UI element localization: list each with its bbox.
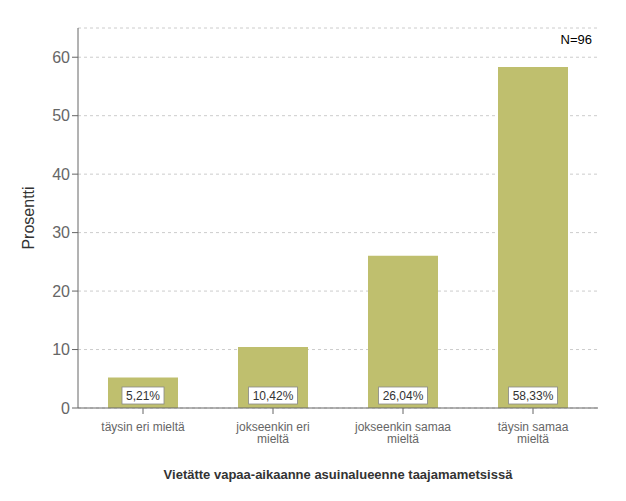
svg-text:täysin eri mieltä: täysin eri mieltä — [101, 420, 185, 434]
svg-text:20: 20 — [52, 283, 70, 300]
svg-text:26,04%: 26,04% — [383, 389, 424, 403]
svg-text:10: 10 — [52, 341, 70, 358]
html-text:N=96: N=96 — [560, 32, 592, 47]
svg-text:Prosentti: Prosentti — [20, 186, 37, 249]
svg-text:30: 30 — [52, 224, 70, 241]
svg-text:Vietätte vapaa-aikaanne asuina: Vietätte vapaa-aikaanne asuinalueenne ta… — [164, 467, 514, 482]
svg-text:50: 50 — [52, 107, 70, 124]
svg-text:jokseenkin erimieltä: jokseenkin erimieltä — [235, 420, 309, 446]
svg-text:täysin samaamieltä: täysin samaamieltä — [498, 420, 569, 446]
svg-text:58,33%: 58,33% — [513, 389, 554, 403]
svg-text:0: 0 — [61, 400, 70, 417]
svg-text:10,42%: 10,42% — [253, 389, 294, 403]
svg-text:40: 40 — [52, 166, 70, 183]
svg-text:jokseenkin samaamieltä: jokseenkin samaamieltä — [354, 420, 451, 446]
svg-text:60: 60 — [52, 49, 70, 66]
svg-text:5,21%: 5,21% — [126, 389, 160, 403]
